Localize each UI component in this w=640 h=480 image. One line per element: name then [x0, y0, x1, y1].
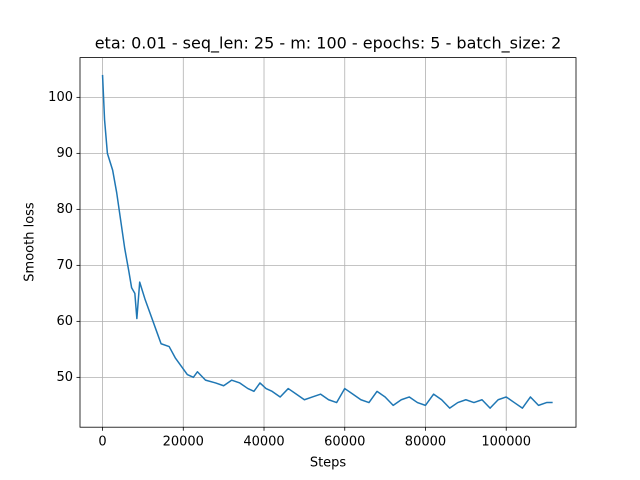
y-tick-label: 70 — [56, 258, 73, 273]
line-series — [101, 74, 553, 409]
plot-frame — [79, 57, 577, 428]
x-tick-label: 20000 — [163, 435, 204, 450]
chart-title: eta: 0.01 - seq_len: 25 - m: 100 - epoch… — [95, 34, 562, 54]
x-tick-label: 60000 — [324, 435, 365, 450]
x-tick-label: 40000 — [243, 435, 284, 450]
x-tick-label: 100000 — [481, 435, 531, 450]
x-tick-label: 80000 — [405, 435, 446, 450]
x-tick-label: 0 — [98, 435, 106, 450]
y-tick-label: 50 — [56, 370, 73, 385]
y-tick-label: 90 — [56, 146, 73, 161]
y-tick-label: 100 — [48, 90, 73, 105]
x-axis-label: Steps — [310, 456, 347, 471]
y-tick-label: 60 — [56, 314, 73, 329]
y-tick-label: 80 — [56, 202, 73, 217]
y-axis-label: Smooth loss — [23, 202, 38, 282]
